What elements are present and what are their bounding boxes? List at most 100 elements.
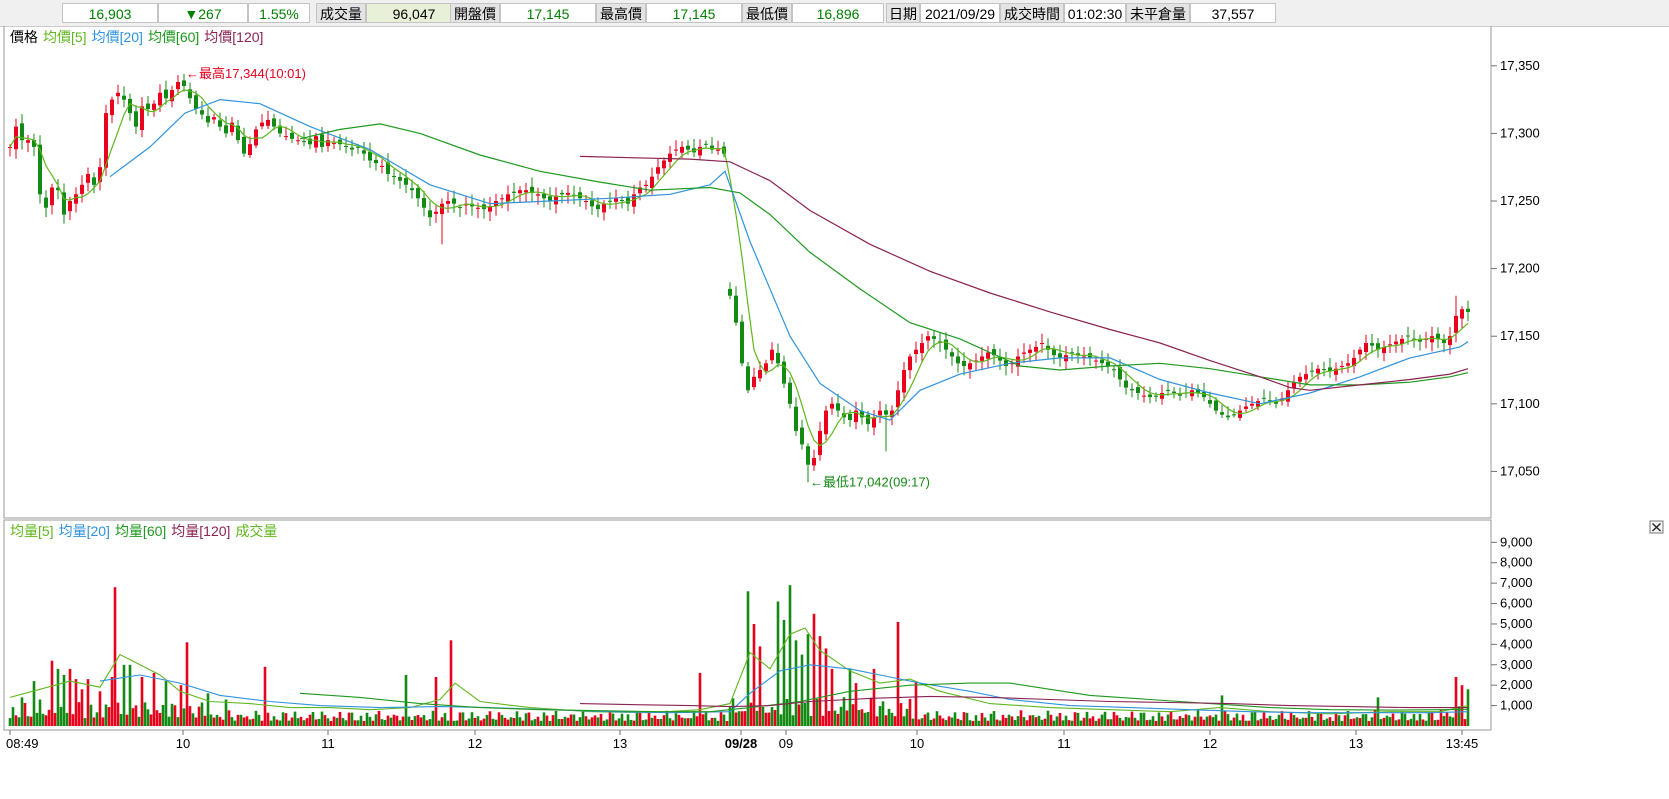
close-panel-button[interactable] (1649, 520, 1664, 534)
volume-bar (1208, 715, 1212, 726)
candle (1118, 359, 1122, 387)
volume-bar (317, 719, 321, 726)
open-interest-label: 未平倉量 (1126, 3, 1190, 23)
price-panel[interactable]: 17,050 17,100 17,150 17,200 17,250 17,300 17,3… (3, 26, 1540, 519)
volume-bar (371, 720, 375, 726)
volume-bar (899, 703, 903, 726)
candle (1382, 340, 1386, 362)
volume-bar (233, 720, 237, 726)
close-icon[interactable] (1652, 522, 1661, 532)
volume-bar (656, 719, 660, 726)
candle (584, 195, 588, 210)
volume-bar (179, 685, 183, 726)
price-tick-label: 17,200 (1500, 261, 1540, 276)
volume-bar (206, 693, 210, 726)
volume-bar (683, 718, 687, 726)
volume-bar (38, 699, 42, 726)
volume-bar (173, 705, 177, 726)
volume-bar (425, 720, 429, 726)
volume-bar (548, 720, 552, 726)
candle (500, 194, 504, 209)
volume-bar (410, 720, 414, 726)
price-legend-item: 價格 (10, 29, 38, 45)
volume-bar (395, 715, 399, 726)
volume-bar (1361, 714, 1365, 726)
volume-bar (68, 668, 72, 726)
volume-bar (50, 660, 54, 726)
volume-bar (1451, 717, 1455, 726)
volume-bar (827, 711, 831, 726)
volume-bar (740, 711, 744, 726)
volume-bar (344, 720, 348, 726)
volume-bar (761, 707, 765, 726)
volume-bar (65, 712, 69, 726)
candle (452, 190, 456, 213)
time-tick-label: 12 (1203, 736, 1217, 751)
volume-bar (1214, 714, 1218, 726)
volume-bar (515, 711, 519, 726)
candle (1448, 327, 1452, 355)
volume-bar (107, 707, 111, 726)
volume-bar (476, 716, 480, 726)
open-interest-value: 37,557 (1190, 3, 1276, 23)
price-ma5-line (9, 89, 1469, 447)
volume-bar (878, 706, 882, 726)
volume-bar (1046, 710, 1050, 726)
candle (242, 127, 246, 157)
volume-bar (638, 711, 642, 726)
candle (284, 126, 288, 141)
volume-panel[interactable]: 1,000 2,000 3,000 4,000 5,000 6,000 7,000 8,000… (3, 519, 1664, 731)
volume-bar (1088, 718, 1092, 726)
candle (1352, 349, 1356, 374)
volume-bar (305, 718, 309, 726)
candle (704, 140, 708, 149)
candle (302, 132, 306, 147)
volume-bar (572, 714, 576, 726)
candle (1388, 334, 1392, 353)
volume-bar (194, 717, 198, 726)
volume-bar (1142, 712, 1146, 726)
candle (92, 172, 96, 194)
volume-bar (1037, 715, 1041, 726)
volume-bar (359, 715, 363, 726)
volume-bar (1250, 712, 1254, 726)
volume-bar (1196, 710, 1200, 726)
volume-bar (164, 681, 168, 726)
volume-bar (98, 691, 102, 726)
candle (404, 169, 408, 193)
volume-bar (77, 702, 81, 726)
chart-area[interactable]: 17,050 17,100 17,150 17,200 17,250 17,300 17,3… (0, 26, 1669, 799)
volume-bar (1265, 718, 1269, 726)
time-tick-label: 10 (176, 736, 190, 751)
volume-bar (539, 720, 543, 726)
candle (1412, 329, 1416, 348)
candle (212, 113, 216, 124)
volume-bar (968, 720, 972, 726)
candle (1130, 383, 1134, 398)
volume-bar (1043, 718, 1047, 726)
volume-bar (437, 720, 441, 726)
volume-bar (443, 713, 447, 726)
candle (914, 341, 918, 363)
volume-bar (1415, 720, 1419, 726)
candle (32, 133, 36, 157)
volume-bar (191, 713, 195, 726)
volume-bar (920, 718, 924, 726)
candle (110, 96, 114, 124)
volume-bar (1226, 714, 1230, 726)
volume-bar (41, 713, 45, 726)
candle (236, 120, 240, 144)
volume-bar (1355, 717, 1359, 726)
volume-bar (1328, 717, 1332, 726)
volume-bar (455, 720, 459, 726)
candle (674, 140, 678, 157)
volume-bar (983, 717, 987, 726)
volume-tick-label: 4,000 (1500, 636, 1533, 651)
volume-bar (821, 715, 825, 726)
volume-bar (1100, 714, 1104, 726)
volume-bar (908, 698, 912, 726)
volume-bar (554, 710, 558, 726)
volume-bar (53, 713, 57, 726)
volume-bar (350, 712, 354, 726)
volume-bar (992, 711, 996, 726)
